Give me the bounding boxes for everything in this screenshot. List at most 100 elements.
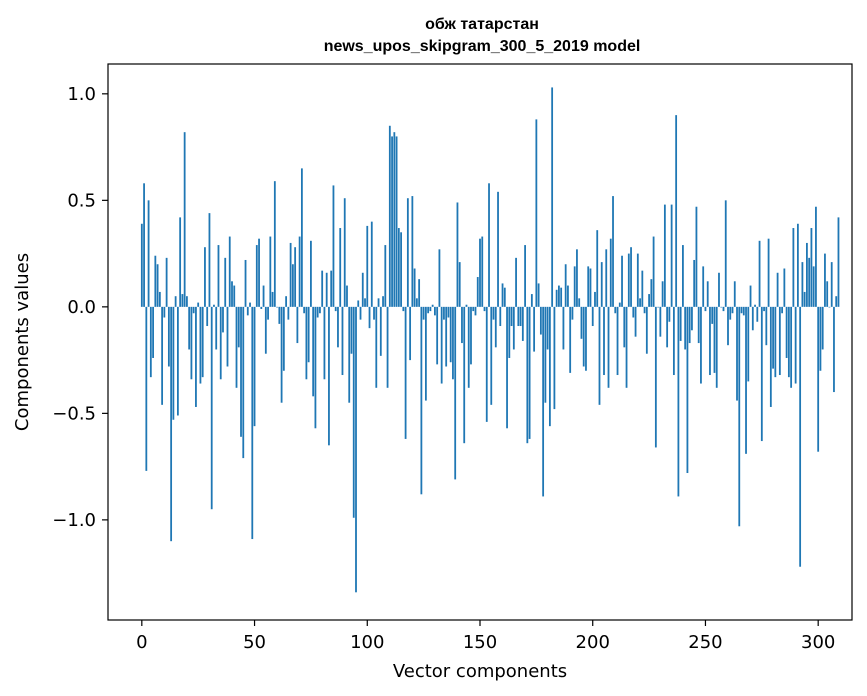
bar [463,306,466,444]
bar [560,287,563,307]
bar [567,285,569,307]
bar [163,306,166,318]
x-axis-label: Vector components [393,661,567,682]
bar [745,306,747,454]
bar [715,306,718,388]
bar [197,302,200,307]
bar [402,306,405,312]
bar [215,306,218,350]
bar [310,240,312,307]
bar [790,306,793,388]
bar [461,306,463,344]
bar [544,306,547,403]
bar [799,306,802,567]
bar [246,306,249,316]
bar [682,245,684,307]
bar [158,291,161,307]
bar [794,306,797,384]
bar [242,306,245,459]
bar [332,185,335,307]
bar [235,306,238,388]
bar [303,306,306,314]
bar [161,306,164,405]
bar [623,306,626,348]
bar [812,266,815,307]
bar [325,272,328,307]
bar [341,306,344,376]
bar [675,115,678,307]
bar [474,306,477,316]
bar [167,306,170,367]
bar [672,306,675,376]
bar [519,306,522,327]
bar [249,302,251,307]
bar [580,306,583,339]
bar [276,306,278,308]
bar [792,228,795,307]
bar [307,306,310,363]
x-tick-label: 250 [688,632,722,653]
bar [506,306,508,429]
bar [740,306,743,314]
bar [497,191,499,307]
y-axis-label: Components values [12,253,33,431]
bar [709,306,711,376]
bar [515,257,517,307]
bar [769,306,772,407]
bar [828,306,831,308]
bar [420,306,423,495]
bar [641,270,644,307]
bar [589,268,592,307]
bar [231,281,233,307]
bar [837,217,840,307]
bar [587,266,590,307]
bar [186,296,188,307]
bar [659,306,662,337]
bar [222,306,224,333]
bar [517,306,520,327]
bar [483,306,486,312]
bar [282,306,285,371]
bar [424,306,427,401]
bar [233,285,236,307]
bar [366,225,369,307]
bar [458,262,461,307]
bar [767,238,770,307]
bar [713,306,716,373]
bar [213,304,215,307]
bar [409,306,412,361]
bar [772,306,774,369]
bar [330,270,333,307]
bar [454,306,457,480]
bar [319,306,321,314]
bar [244,259,247,307]
x-tick-label: 150 [463,632,497,653]
bar [702,266,705,307]
bar [508,306,511,358]
bar [621,255,623,307]
bar [724,200,727,307]
bar [364,298,366,307]
bar [598,306,601,405]
x-tick-label: 100 [350,632,384,653]
bar [226,306,229,367]
bar [384,245,387,307]
bar [585,306,587,371]
bar [776,272,779,307]
bar [654,306,657,448]
bar [253,306,256,427]
bar [600,262,603,307]
bar [499,306,502,327]
bar [553,306,556,410]
bar [729,306,732,320]
bar [228,236,231,307]
bar [370,221,373,307]
bar [630,247,632,307]
bar [722,306,725,312]
x-tick-label: 50 [243,632,266,653]
bar [429,306,432,312]
bar [190,306,193,380]
bar [287,306,290,320]
bar [260,306,263,309]
bar [348,306,351,403]
